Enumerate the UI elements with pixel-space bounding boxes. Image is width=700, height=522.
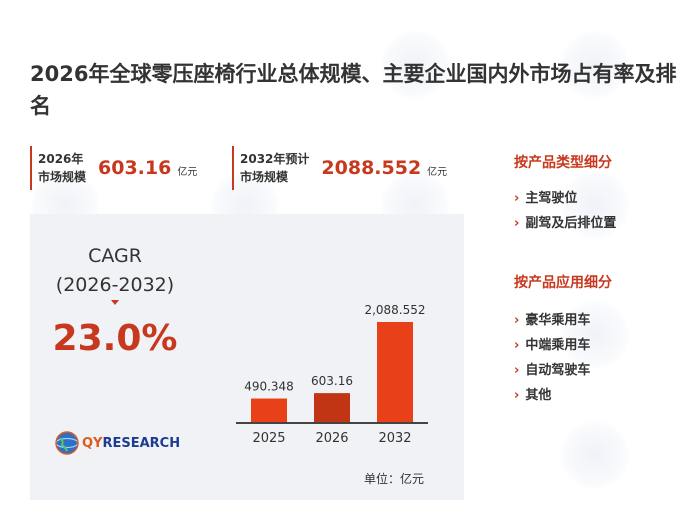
list-item-label: 中端乘用车 [525, 338, 591, 353]
page-title: 2026年全球零压座椅行业总体规模、主要企业国内外市场占有率及排名 [30, 62, 677, 118]
segment-by-application-list: › 豪华乘用车 › 中端乘用车 › 自动驾驶车 › 其他 [514, 308, 590, 408]
stat-value: 2088.552 [321, 157, 422, 179]
chevron-right-icon: › [514, 363, 520, 378]
stat-label-line2: 市场规模 [240, 170, 289, 184]
stat-label-line1: 2026年 [38, 152, 84, 166]
cagr-pointer-icon [111, 300, 119, 305]
chevron-right-icon: › [514, 216, 520, 231]
cagr-period: (2026-2032) [55, 274, 175, 296]
chevron-right-icon: › [514, 313, 520, 328]
segment-by-type-list: › 主驾驶位 › 副驾及后排位置 [514, 186, 616, 236]
x-tick-label-2025: 2025 [252, 431, 285, 446]
stat-2032-market-size: 2032年预计 市场规模 2088.552 亿元 [232, 146, 447, 190]
chevron-right-icon: › [514, 388, 520, 403]
list-item: › 主驾驶位 [514, 186, 616, 211]
list-item-label: 副驾及后排位置 [525, 216, 617, 231]
list-item: › 副驾及后排位置 [514, 211, 616, 236]
list-item: › 豪华乘用车 [514, 308, 590, 333]
logo-text-q: QY [82, 435, 103, 451]
stat-label-line2: 市场规模 [38, 170, 87, 184]
stat-label: 2026年 市场规模 [38, 150, 86, 186]
cagr-title: CAGR [88, 245, 142, 267]
logo-text: QYRESEARCH [82, 436, 180, 451]
list-item-label: 自动驾驶车 [525, 363, 591, 378]
list-item-label: 其他 [525, 388, 552, 403]
bar-2032 [377, 322, 413, 422]
stat-label: 2032年预计 市场规模 [240, 150, 309, 186]
stat-label-line1: 2032年预计 [240, 152, 310, 166]
chevron-right-icon: › [514, 338, 520, 353]
data-label-2025: 490.348 [244, 380, 294, 394]
chevron-right-icon: › [514, 191, 520, 206]
unit-note: 单位：亿元 [364, 472, 425, 486]
list-item: › 自动驾驶车 [514, 358, 590, 383]
segment-by-type-title: 按产品类型细分 [514, 155, 612, 171]
cagr-label: CAGR (2026-2032) [30, 242, 200, 300]
stat-value: 603.16 [98, 157, 172, 179]
list-item-label: 主驾驶位 [525, 191, 578, 206]
stat-unit: 亿元 [177, 166, 198, 178]
bar-2025 [251, 398, 287, 422]
x-tick-label-2026: 2026 [315, 431, 348, 446]
list-item: › 中端乘用车 [514, 333, 590, 358]
globe-icon [55, 431, 79, 455]
data-label-2026: 603.16 [311, 374, 353, 388]
segment-by-application-title: 按产品应用细分 [514, 275, 612, 291]
stat-2026-market-size: 2026年 市场规模 603.16 亿元 [30, 146, 197, 190]
list-item: › 其他 [514, 383, 590, 408]
stat-unit: 亿元 [427, 166, 448, 178]
bar-2026 [314, 393, 350, 422]
data-label-2032: 2,088.552 [364, 303, 425, 317]
x-tick-label-2032: 2032 [378, 431, 411, 446]
cagr-value: 23.0% [52, 318, 178, 359]
qyresearch-logo: QYRESEARCH [54, 430, 180, 456]
list-item-label: 豪华乘用车 [525, 313, 591, 328]
logo-text-rest: RESEARCH [102, 435, 181, 451]
